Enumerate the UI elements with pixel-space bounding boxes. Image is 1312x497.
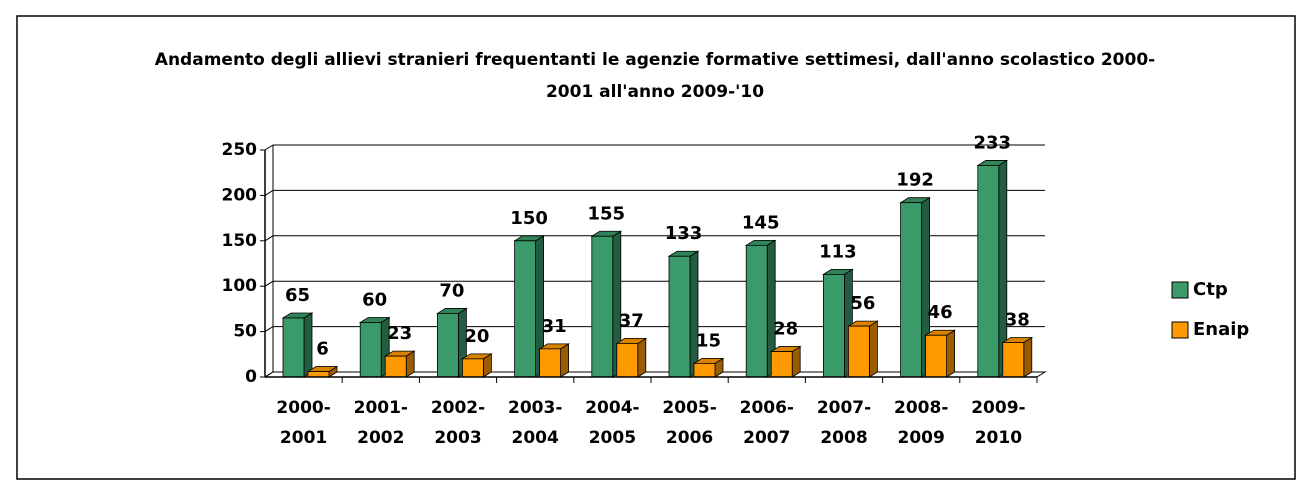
bar bbox=[282, 317, 305, 378]
bar-side bbox=[1023, 336, 1033, 378]
bar-side bbox=[560, 343, 569, 378]
grid-line-side bbox=[264, 280, 274, 287]
bar bbox=[539, 348, 561, 378]
bar bbox=[770, 351, 793, 378]
x-tick-label: 2001-2002 bbox=[353, 398, 408, 448]
y-tick-label: 50 bbox=[233, 322, 257, 342]
bar bbox=[307, 371, 330, 378]
value-label: 23 bbox=[387, 323, 412, 344]
bar bbox=[745, 244, 768, 378]
value-label: 31 bbox=[542, 316, 567, 337]
value-label: 46 bbox=[928, 302, 953, 323]
x-tick-label: 2002-2003 bbox=[430, 398, 486, 448]
bar bbox=[514, 240, 536, 378]
value-label: 28 bbox=[773, 319, 798, 340]
y-tick-label: 200 bbox=[222, 185, 258, 205]
legend-label: Enaip bbox=[1193, 319, 1249, 340]
bar bbox=[925, 334, 947, 378]
x-tick-label: 2003-2004 bbox=[508, 398, 563, 448]
chart-border bbox=[16, 15, 1296, 480]
value-label: 20 bbox=[464, 326, 489, 347]
bar bbox=[668, 255, 691, 378]
bar bbox=[823, 273, 845, 378]
value-label: 155 bbox=[588, 203, 626, 224]
bar bbox=[591, 235, 614, 378]
bar-side bbox=[303, 312, 313, 378]
value-label: 145 bbox=[742, 212, 780, 233]
y-tick-label: 250 bbox=[222, 140, 258, 160]
value-label: 133 bbox=[665, 223, 703, 244]
bar bbox=[436, 313, 459, 378]
y-tick-label: 0 bbox=[245, 367, 257, 387]
x-tick-label: 2005-2006 bbox=[662, 398, 717, 448]
bar bbox=[848, 325, 870, 378]
chart-title: Andamento degli allievi stranieri freque… bbox=[154, 50, 1156, 102]
value-label: 56 bbox=[850, 293, 875, 314]
x-tick-label: 2008-2009 bbox=[894, 398, 949, 448]
bar bbox=[900, 202, 922, 378]
value-label: 70 bbox=[439, 280, 464, 301]
grid-line-side bbox=[264, 326, 274, 333]
bar-side bbox=[869, 320, 878, 378]
value-label: 113 bbox=[819, 241, 857, 262]
value-label: 65 bbox=[285, 285, 310, 306]
bar bbox=[461, 358, 484, 378]
bar bbox=[977, 165, 1000, 378]
value-label: 38 bbox=[1005, 309, 1030, 330]
bar bbox=[384, 355, 407, 378]
value-label: 15 bbox=[696, 330, 721, 351]
value-label: 37 bbox=[619, 310, 644, 331]
y-tick-label: 150 bbox=[222, 231, 258, 251]
x-tick-label: 2006-2007 bbox=[739, 398, 794, 448]
value-label: 60 bbox=[362, 290, 387, 311]
bar bbox=[693, 362, 716, 378]
grid-line-side bbox=[264, 371, 274, 378]
bar bbox=[1002, 342, 1025, 378]
legend-swatch bbox=[1171, 321, 1189, 339]
value-label: 192 bbox=[896, 170, 934, 191]
x-tick-label: 2007-2008 bbox=[816, 398, 872, 448]
x-tick-label: 2004-2005 bbox=[585, 398, 640, 448]
value-label: 150 bbox=[510, 208, 548, 229]
x-tick-label: 2009-2010 bbox=[971, 398, 1026, 448]
value-label: 233 bbox=[974, 132, 1012, 153]
legend-swatch bbox=[1171, 281, 1189, 299]
bar-side bbox=[637, 337, 647, 378]
bar bbox=[616, 343, 639, 378]
legend-label: Ctp bbox=[1193, 279, 1228, 300]
grid-line-side bbox=[264, 235, 274, 242]
bar bbox=[359, 322, 382, 378]
x-tick-label: 2000-2001 bbox=[276, 398, 331, 448]
y-tick-label: 100 bbox=[222, 276, 258, 296]
bar-side bbox=[689, 250, 699, 378]
value-label: 6 bbox=[316, 339, 329, 360]
grid-line-side bbox=[264, 144, 274, 151]
bar-side bbox=[946, 329, 955, 378]
grid-line-side bbox=[264, 189, 274, 196]
